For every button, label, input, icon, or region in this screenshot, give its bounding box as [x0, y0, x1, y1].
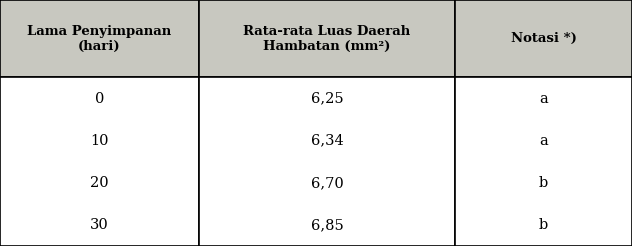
Text: 0: 0	[95, 92, 104, 106]
Text: 30: 30	[90, 218, 109, 232]
Text: b: b	[539, 176, 548, 190]
Text: 6,34: 6,34	[311, 134, 343, 148]
Text: 6,70: 6,70	[311, 176, 343, 190]
Text: Rata-rata Luas Daerah
Hambatan (mm²): Rata-rata Luas Daerah Hambatan (mm²)	[243, 25, 411, 53]
Bar	[0, 0, 199, 77]
Text: b: b	[539, 218, 548, 232]
Text: 6,85: 6,85	[311, 218, 343, 232]
Text: Lama Penyimpanan
(hari): Lama Penyimpanan (hari)	[27, 25, 172, 53]
Bar	[455, 0, 632, 77]
Text: 20: 20	[90, 176, 109, 190]
Bar	[0, 77, 199, 246]
Text: 10: 10	[90, 134, 109, 148]
Bar	[199, 77, 455, 246]
Bar	[455, 77, 632, 246]
Text: 6,25: 6,25	[311, 92, 343, 106]
Bar	[199, 0, 455, 77]
Text: a: a	[539, 134, 548, 148]
Text: Notasi *): Notasi *)	[511, 32, 576, 45]
Text: a: a	[539, 92, 548, 106]
